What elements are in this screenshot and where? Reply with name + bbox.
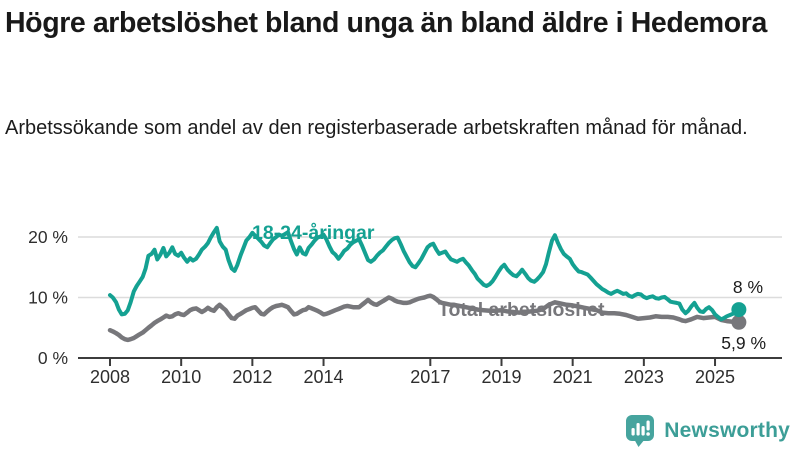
end-value-total: 5,9 % xyxy=(721,333,766,353)
y-tick-label: 0 % xyxy=(38,348,68,368)
x-tick-label: 2012 xyxy=(232,367,272,387)
y-tick-label: 10 % xyxy=(28,288,68,308)
page-title: Högre arbetslöshet bland unga än bland ä… xyxy=(5,7,767,39)
x-tick-label: 2010 xyxy=(161,367,201,387)
x-tick-label: 2014 xyxy=(304,367,344,387)
x-tick-label: 2017 xyxy=(410,367,450,387)
series-end-dot-0 xyxy=(731,302,747,318)
series-lines xyxy=(107,225,747,343)
series-line-0 xyxy=(108,225,741,322)
x-tick-label: 2025 xyxy=(695,367,735,387)
newsworthy-logo-icon xyxy=(626,415,655,447)
end-value-youth: 8 % xyxy=(733,277,763,297)
x-tick-label: 2008 xyxy=(90,367,130,387)
chart-subtitle: Arbetssökande som andel av den registerb… xyxy=(5,117,748,139)
y-tick-label: 20 % xyxy=(28,227,68,247)
x-tick-label: 2019 xyxy=(481,367,521,387)
series-label-total: Total arbetslöshet xyxy=(438,299,605,321)
series-end-dot-1 xyxy=(731,314,747,330)
newsworthy-brand[interactable]: Newsworthy xyxy=(625,414,790,448)
gridlines: 0 % 10 % 20 % xyxy=(28,227,782,368)
x-tick-label: 2023 xyxy=(624,367,664,387)
series-label-youth: 18-24-åringar xyxy=(252,221,375,244)
x-tick-label: 2021 xyxy=(553,367,593,387)
brand-name: Newsworthy xyxy=(664,419,790,442)
series-line-1 xyxy=(107,293,742,343)
x-axis: 2008 2010 2012 2014 2017 2019 2021 2023 2025 xyxy=(78,357,782,387)
